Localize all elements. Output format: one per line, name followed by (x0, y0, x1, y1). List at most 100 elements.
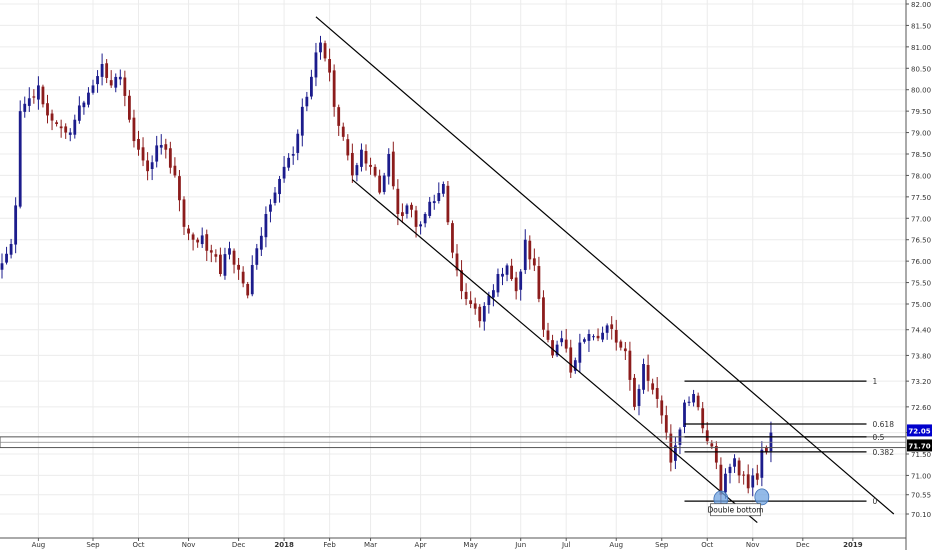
candle-body (305, 96, 309, 107)
candle-body (300, 106, 304, 136)
candle-body (519, 271, 523, 290)
candle-body (341, 126, 345, 137)
candle-body (651, 383, 655, 390)
candle-body (655, 388, 659, 399)
candle-body (423, 214, 427, 224)
x-tick-label: Apr (415, 541, 427, 549)
candle-body (273, 192, 277, 203)
candle-body (687, 401, 691, 403)
x-tick-label: 2018 (274, 541, 294, 549)
price-label-text: 72.05 (908, 427, 930, 435)
candle-body (683, 402, 686, 427)
candle-body (364, 151, 368, 164)
candle-body (660, 400, 664, 416)
trend-line (315, 16, 895, 515)
y-tick-label: 77.00 (911, 215, 931, 223)
x-tick-label: Aug (32, 541, 46, 549)
x-tick-label: Nov (746, 541, 760, 549)
candle-body (250, 265, 254, 295)
candle-body (546, 330, 550, 340)
candle-body (0, 263, 4, 270)
candle-body (200, 235, 204, 245)
candle-body (428, 201, 432, 216)
candle-body (96, 76, 99, 85)
candle-body (569, 347, 573, 373)
candle-body (728, 466, 732, 474)
candle-body (737, 460, 741, 476)
candle-body (291, 154, 295, 156)
candle-body (255, 248, 259, 265)
candle-body (410, 204, 413, 210)
price-label-box (907, 424, 932, 437)
candle-body (114, 76, 118, 88)
chart-grid (0, 0, 906, 538)
candle-body (132, 117, 136, 142)
candle-body (282, 166, 286, 179)
candle-body (664, 415, 668, 433)
candle-body (633, 377, 636, 407)
candle-body (619, 341, 623, 348)
annotation-box (710, 503, 761, 517)
x-tick-label: Oct (701, 541, 713, 549)
candle-body (746, 474, 750, 489)
y-tick-label: 73.80 (911, 352, 931, 360)
fib-level-label: 0.618 (873, 420, 895, 429)
candle-body (196, 239, 200, 243)
candle-body (469, 300, 473, 304)
candle-body (414, 210, 418, 227)
candle-body (46, 103, 49, 116)
candle-body (9, 244, 13, 255)
candle-body (50, 113, 54, 121)
candle-body (150, 162, 154, 170)
candle-body (564, 339, 568, 349)
candle-body (360, 149, 363, 167)
candle-body (419, 224, 422, 227)
candle-body (765, 447, 768, 452)
candle-body (460, 270, 463, 292)
candle-body (64, 126, 68, 133)
candle-body (323, 43, 327, 59)
x-tick-label: Feb (323, 541, 336, 549)
candle-body (168, 148, 172, 168)
candle-body (223, 254, 227, 276)
candle-body (510, 265, 513, 280)
candle-body (328, 59, 331, 73)
candle-body (605, 325, 609, 333)
candle-body (528, 240, 532, 260)
candle-body (146, 160, 149, 172)
candle-body (464, 291, 468, 300)
candle-body (496, 274, 500, 293)
candle-body (369, 164, 372, 167)
candle-body (296, 133, 300, 153)
candle-body (396, 188, 400, 214)
candle-body (587, 334, 591, 341)
candle-body (100, 64, 104, 77)
candle-body (669, 433, 673, 463)
candle-body (583, 339, 586, 342)
candle-body (387, 154, 391, 177)
candle-body (373, 166, 377, 176)
candle-body (32, 96, 36, 98)
candle-body (182, 199, 186, 227)
x-tick-label: Oct (132, 541, 144, 549)
candle-body (523, 239, 527, 271)
candle-body (246, 283, 250, 296)
candle-body (742, 474, 746, 476)
candle-body (614, 329, 618, 343)
x-tick-label: Sep (86, 541, 100, 549)
candle-body (278, 178, 281, 195)
candle-body (27, 98, 31, 106)
candle-body (73, 119, 77, 135)
candle-body (241, 271, 245, 284)
candle-body (5, 253, 8, 263)
candle-body (232, 250, 236, 265)
candle-body (537, 266, 541, 299)
y-tick-label: 71.00 (911, 472, 931, 480)
candle-body (219, 254, 222, 274)
candle-body (719, 464, 723, 495)
candle-body (355, 165, 359, 176)
x-tick-label: Jul (561, 541, 571, 549)
candle-body (178, 176, 181, 201)
